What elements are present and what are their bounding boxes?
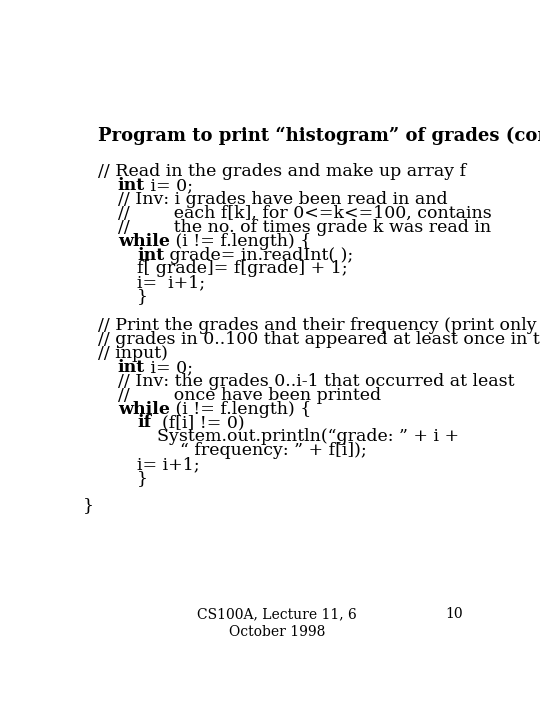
Text: if: if: [137, 415, 151, 431]
Text: int: int: [118, 177, 145, 194]
Text: }: }: [83, 498, 94, 515]
Text: Program to print “histogram” of grades (continued): Program to print “histogram” of grades (…: [98, 127, 540, 145]
Text: int: int: [137, 246, 165, 264]
Text: // Inv: i grades have been read in and: // Inv: i grades have been read in and: [118, 191, 448, 208]
Text: }: }: [137, 288, 148, 305]
Text: i= i+1;: i= i+1;: [137, 456, 200, 473]
Text: i=  i+1;: i= i+1;: [137, 274, 205, 292]
Text: //        once have been printed: // once have been printed: [118, 387, 381, 404]
Text: grade= in.readInt( );: grade= in.readInt( );: [165, 246, 354, 264]
Text: (i != f.length) {: (i != f.length) {: [170, 233, 311, 250]
Text: i= 0;: i= 0;: [145, 177, 193, 194]
Text: 10: 10: [445, 607, 463, 621]
Text: while: while: [118, 400, 170, 418]
Text: (i != f.length) {: (i != f.length) {: [170, 400, 311, 418]
Text: }: }: [137, 470, 148, 487]
Text: // input): // input): [98, 345, 168, 362]
Text: // Read in the grades and make up array f: // Read in the grades and make up array …: [98, 163, 467, 181]
Text: int: int: [118, 359, 145, 376]
Text: while: while: [118, 233, 170, 250]
Text: // Print the grades and their frequency (print only the: // Print the grades and their frequency …: [98, 318, 540, 334]
Text: //        the no. of times grade k was read in: // the no. of times grade k was read in: [118, 219, 491, 236]
Text: // grades in 0..100 that appeared at least once in the: // grades in 0..100 that appeared at lea…: [98, 331, 540, 348]
Text: (f[i] != 0): (f[i] != 0): [151, 415, 245, 431]
Text: System.out.println(“grade: ” + i +: System.out.println(“grade: ” + i +: [157, 428, 459, 445]
Text: i= 0;: i= 0;: [145, 359, 193, 376]
Text: CS100A, Lecture 11, 6
October 1998: CS100A, Lecture 11, 6 October 1998: [197, 607, 356, 639]
Text: // Inv: the grades 0..i-1 that occurred at least: // Inv: the grades 0..i-1 that occurred …: [118, 373, 515, 390]
Text: f[ grade]= f[grade] + 1;: f[ grade]= f[grade] + 1;: [137, 261, 348, 277]
Text: “ frequency: ” + f[i]);: “ frequency: ” + f[i]);: [180, 442, 367, 459]
Text: //        each f[k], for 0<=k<=100, contains: // each f[k], for 0<=k<=100, contains: [118, 205, 491, 222]
